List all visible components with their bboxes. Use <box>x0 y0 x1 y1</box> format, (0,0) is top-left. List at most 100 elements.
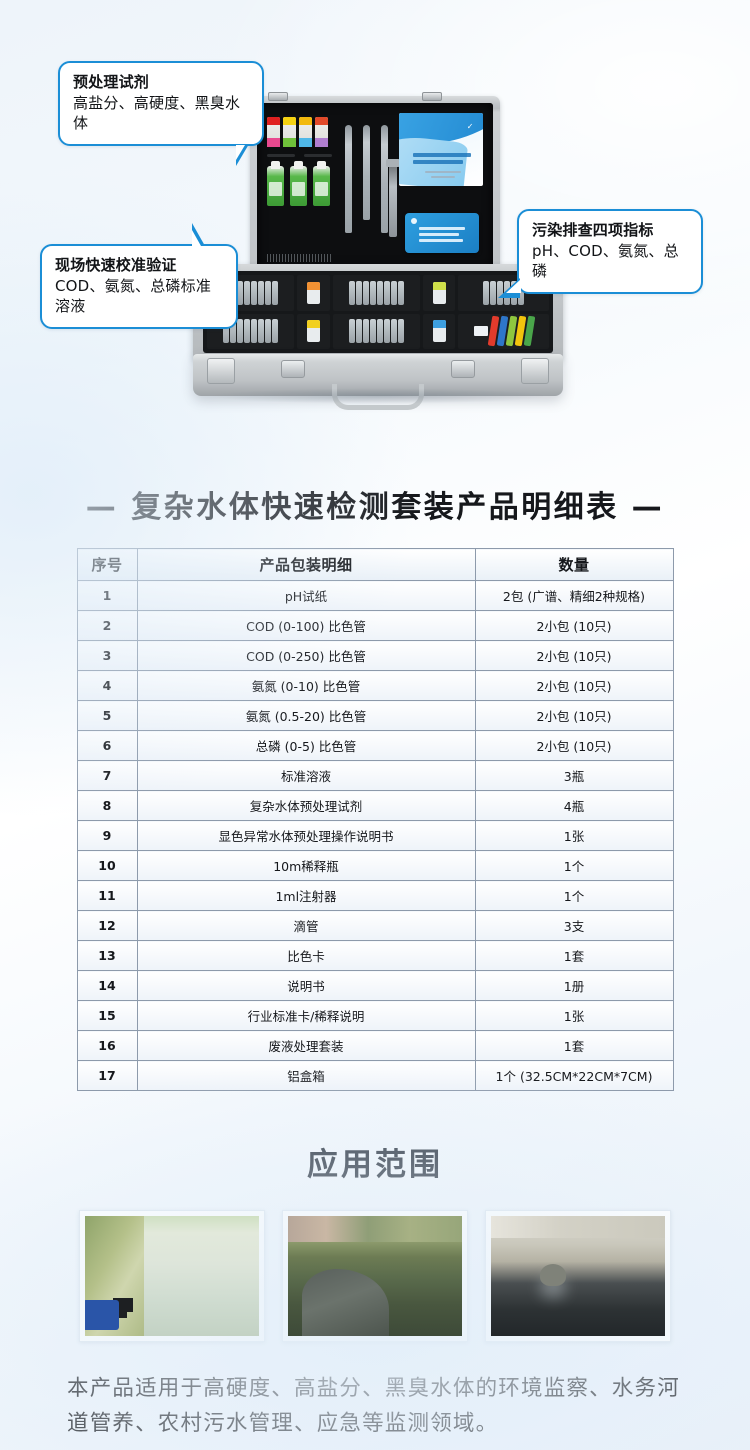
cell-description: 复杂水体预处理试剂 <box>136 790 476 821</box>
card-text-line <box>419 239 463 242</box>
cell-quantity: 1套 <box>474 1030 674 1061</box>
vial <box>362 280 369 305</box>
cell-index: 7 <box>76 760 138 791</box>
cell-quantity: 1套 <box>474 940 674 971</box>
cell-description: 铝盒箱 <box>136 1060 476 1091</box>
ampoule-orange <box>315 117 328 147</box>
cell-quantity: 1个 (32.5CM*22CM*7CM) <box>474 1060 674 1091</box>
cell-description: 显色异常水体预处理操作说明书 <box>136 820 476 851</box>
vial <box>518 280 525 305</box>
foam-slot <box>267 154 295 157</box>
cell-index: 6 <box>76 730 138 761</box>
column-header-index: 序号 <box>76 548 138 581</box>
table-row: 4 氨氮 (0-10) 比色管 2小包 (10只) <box>76 670 674 701</box>
case-corner-right <box>521 358 549 384</box>
dropper-bottle-green <box>267 161 284 206</box>
reagent-bottle-blue <box>432 320 446 343</box>
cell-quantity: 2小包 (10只) <box>474 640 674 671</box>
lid-foam-insert: ✓ <box>257 103 493 267</box>
case-clasp-left <box>281 360 305 378</box>
table-row: 16 废液处理套装 1套 <box>76 1030 674 1061</box>
table-row: 12 滴管 3支 <box>76 910 674 941</box>
syringe-icon <box>386 159 400 237</box>
ampoule-red <box>267 117 280 147</box>
table-row: 11 1ml注射器 1个 <box>76 880 674 911</box>
cell-quantity: 2小包 (10只) <box>474 670 674 701</box>
cell-index: 12 <box>76 910 138 941</box>
vial <box>390 319 397 344</box>
card-text-line <box>419 233 459 236</box>
cell-index: 3 <box>76 640 138 671</box>
cell-description: 10m稀释瓶 <box>136 850 476 881</box>
vial <box>258 280 265 305</box>
cell-description: pH试纸 <box>136 580 476 611</box>
case-handle <box>332 384 424 410</box>
vial <box>355 319 362 344</box>
vial <box>272 280 279 305</box>
cell-quantity: 4瓶 <box>474 790 674 821</box>
vial <box>258 319 265 344</box>
pipette <box>363 125 370 220</box>
vial <box>265 319 272 344</box>
vial <box>251 280 258 305</box>
case-corner-left <box>207 358 235 384</box>
photo-outfall-pipe <box>485 1210 671 1342</box>
vial <box>376 319 383 344</box>
vial <box>383 319 390 344</box>
vial <box>383 280 390 305</box>
table-row: 13 比色卡 1套 <box>76 940 674 971</box>
application-title: 应用范围 <box>307 1147 443 1183</box>
hero-section: ✓ <box>0 0 750 440</box>
color-chart-tray <box>458 313 549 349</box>
cell-quantity: 1张 <box>474 1000 674 1031</box>
column-header-qty: 数量 <box>474 548 674 581</box>
table-row: 9 显色异常水体预处理操作说明书 1张 <box>76 820 674 851</box>
cell-quantity: 1册 <box>474 970 674 1001</box>
cell-description: 总磷 (0-5) 比色管 <box>136 730 476 761</box>
cell-index: 1 <box>76 580 138 611</box>
reagent-bottle-orange <box>307 281 321 304</box>
vial <box>397 319 404 344</box>
vial <box>490 280 497 305</box>
vial <box>237 319 244 344</box>
cell-description: 氨氮 (0.5-20) 比色管 <box>136 700 476 731</box>
table-row: 1 pH试纸 2包 (广谱、精细2种规格) <box>76 580 674 611</box>
callout-onsite-calibration: 现场快速校准验证 COD、氨氮、总磷标准溶液 <box>40 223 238 330</box>
manual-sub-line <box>425 171 461 173</box>
cell-description: 氨氮 (0-10) 比色管 <box>136 670 476 701</box>
table-row: 7 标准溶液 3瓶 <box>76 760 674 791</box>
product-case-image: ✓ <box>193 92 563 410</box>
cell-quantity: 2小包 (10只) <box>474 700 674 731</box>
vial <box>265 280 272 305</box>
manual-title-line <box>413 153 471 157</box>
cell-quantity: 2包 (广谱、精细2种规格) <box>474 580 674 611</box>
photo-village-canal <box>282 1210 468 1342</box>
vial <box>244 280 251 305</box>
pipette <box>381 125 388 233</box>
callout-subtitle: COD、氨氮、总磷标准溶液 <box>55 276 212 316</box>
cell-description: 标准溶液 <box>136 760 476 791</box>
color-chart-card <box>474 326 489 337</box>
cell-quantity: 1个 <box>474 850 674 881</box>
case-lid: ✓ <box>250 92 500 274</box>
callout-tail-fill <box>236 145 245 161</box>
callout-pretreatment-reagent: 预处理试剂 高盐分、高硬度、黑臭水体 <box>58 61 264 167</box>
vial <box>397 280 404 305</box>
dropper-bottle-row <box>267 161 335 206</box>
cell-index: 14 <box>76 970 138 1001</box>
photo-pond-sampling-image <box>85 1216 259 1336</box>
spec-section: — 复杂水体快速检测套装产品明细表 — 序号 产品包装明细 数量 1 pH试纸 2包… <box>0 482 750 1091</box>
cell-description: COD (0-100) 比色管 <box>136 610 476 641</box>
vial-tray <box>332 313 421 349</box>
table-row: 14 说明书 1册 <box>76 970 674 1001</box>
cell-quantity: 3瓶 <box>474 760 674 791</box>
vial <box>369 280 376 305</box>
cell-description: 废液处理套装 <box>136 1030 476 1061</box>
callout-pollution-indicators: 污染排查四项指标 pH、COD、氨氮、总磷 <box>498 209 703 299</box>
callout-title: 现场快速校准验证 <box>55 256 177 274</box>
cell-index: 15 <box>76 1000 138 1031</box>
cell-index: 17 <box>76 1060 138 1091</box>
foam-slot <box>304 154 332 157</box>
callout-tail-fill <box>192 230 201 246</box>
table-row: 8 复杂水体预处理试剂 4瓶 <box>76 790 674 821</box>
